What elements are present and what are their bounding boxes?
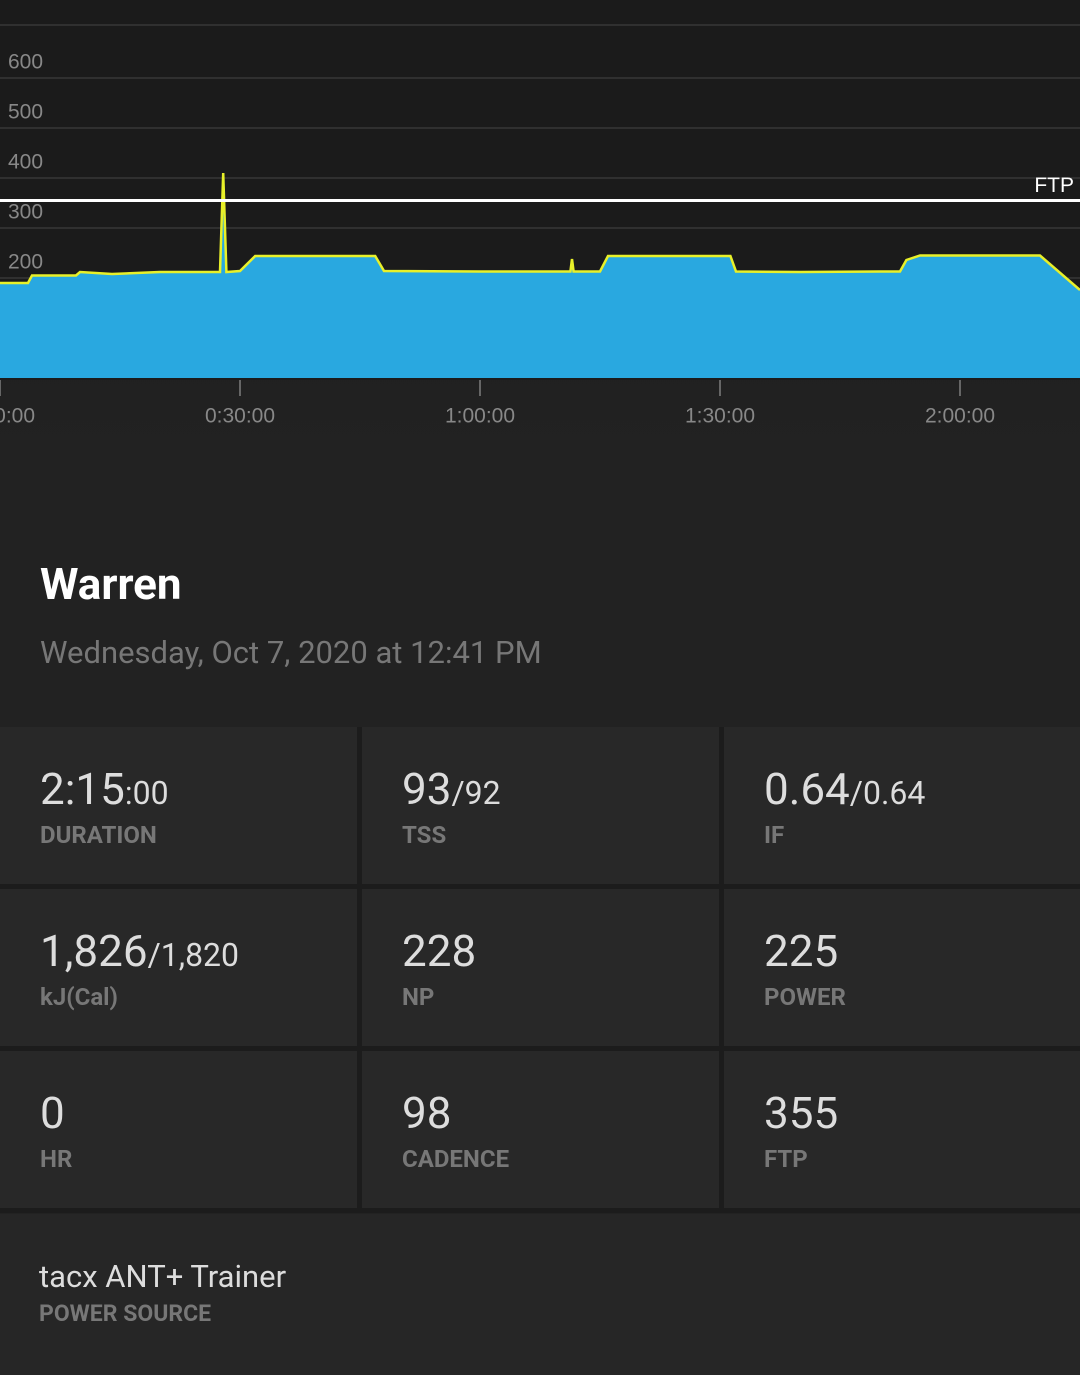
stats-grid: 2:15:00 DURATION 93/92 TSS 0.64/0.64 IF 1,826/… [0,727,1080,1213]
stat-tile: 0.64/0.64 IF [724,727,1080,884]
y-tick-label: 600 [8,51,43,74]
stat-main: 228 [402,925,477,977]
stat-main: 0.64 [764,763,850,815]
stat-secondary: /1,820 [147,936,240,974]
stat-label: HR [40,1145,73,1173]
y-tick-label: 300 [8,201,43,224]
stat-tile: 355 FTP [724,1051,1080,1208]
x-tick-label: 2:00:00 [925,405,995,428]
stat-main: 98 [402,1087,452,1139]
stat-tile: 225 POWER [724,889,1080,1046]
power-source: tacx ANT+ Trainer POWER SOURCE [0,1214,1080,1375]
stat-label: TSS [402,821,447,849]
stat-secondary: /92 [451,774,501,812]
stat-secondary: /0.64 [849,774,926,812]
x-tick-label: 0:00:00 [0,405,35,428]
workout-date: Wednesday, Oct 7, 2020 at 12:41 PM [40,634,542,671]
power-source-label: POWER SOURCE [39,1300,212,1327]
power-source-value: tacx ANT+ Trainer [39,1258,287,1295]
stat-value: 355 [764,1087,838,1139]
stat-tile: 93/92 TSS [362,727,719,884]
power-area [0,173,1080,378]
workout-title: Warren [40,558,182,610]
stat-label: CADENCE [402,1145,510,1173]
stat-tile: 1,826/1,820 kJ(Cal) [0,889,357,1046]
stat-value: 228 [402,925,476,977]
stat-tile: 2:15:00 DURATION [0,727,357,884]
y-tick-label: 200 [8,251,43,274]
x-tick-label: 1:00:00 [445,405,515,428]
stat-value: 0.64/0.64 [764,763,925,815]
stat-main: 0 [40,1087,65,1139]
stat-value: 2:15:00 [40,763,169,815]
stat-label: DURATION [40,821,157,849]
stat-main: 225 [764,925,839,977]
stat-main: 93 [402,763,452,815]
x-tick-label: 0:30:00 [205,405,275,428]
power-line [0,172,1080,291]
stat-secondary: :00 [124,774,169,812]
stat-main: 1,826 [40,925,148,977]
stat-value: 225 [764,925,838,977]
stat-main: 355 [764,1087,839,1139]
stat-label: FTP [764,1145,808,1173]
power-chart: 200 300 400 500 600 FTP 0:00:00 0:30:00 1:00:00 1… [0,0,1080,470]
stat-tile: 98 CADENCE [362,1051,719,1208]
stat-label: NP [402,983,435,1011]
stat-value: 98 [402,1087,451,1139]
ftp-label: FTP [1034,174,1074,197]
stat-value: 1,826/1,820 [40,925,239,977]
stat-tile: 0 HR [0,1051,357,1208]
stat-label: POWER [764,983,846,1011]
y-tick-label: 400 [8,151,43,174]
y-tick-label: 500 [8,101,43,124]
stat-value: 93/92 [402,763,501,815]
stat-value: 0 [40,1087,65,1139]
stat-main: 2:15 [40,763,125,815]
stat-label: IF [764,821,785,849]
stat-label: kJ(Cal) [40,983,118,1011]
x-tick-label: 1:30:00 [685,405,755,428]
stat-tile: 228 NP [362,889,719,1046]
